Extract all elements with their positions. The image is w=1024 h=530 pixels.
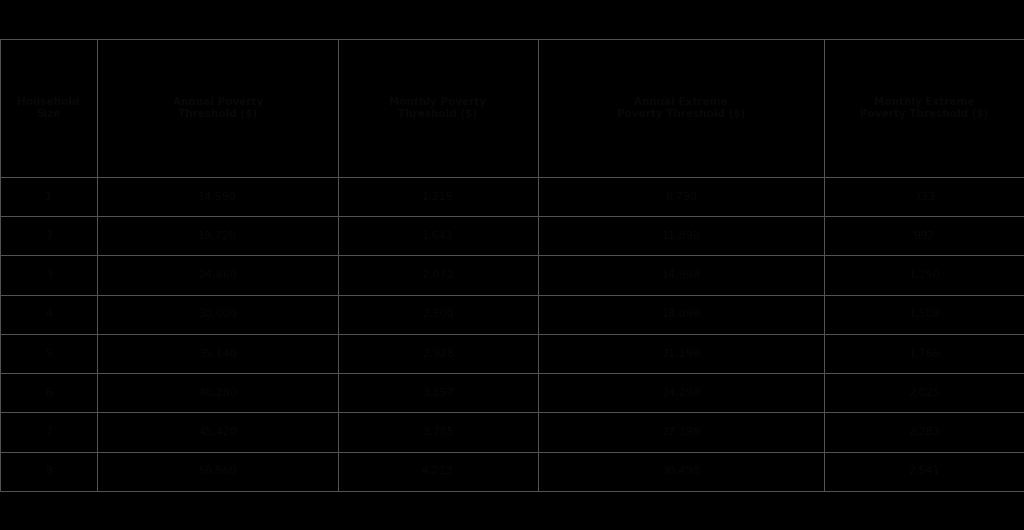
Bar: [97, 334, 338, 373]
Text: 50,560: 50,560: [199, 466, 237, 476]
Text: 24,298: 24,298: [662, 388, 700, 398]
Text: 35,140: 35,140: [199, 349, 237, 358]
Text: 14,998: 14,998: [662, 270, 700, 280]
Text: 18,098: 18,098: [662, 310, 700, 319]
Text: 1,215: 1,215: [422, 192, 454, 201]
Bar: [338, 255, 538, 295]
Bar: [824, 39, 1024, 177]
Bar: [824, 373, 1024, 412]
Bar: [0, 295, 97, 334]
Text: 45,420: 45,420: [199, 427, 237, 437]
Text: 19,720: 19,720: [199, 231, 237, 241]
Bar: [338, 334, 538, 373]
Text: 2,541: 2,541: [908, 466, 940, 476]
Bar: [538, 295, 824, 334]
Bar: [538, 373, 824, 412]
Text: 8: 8: [45, 466, 52, 476]
Text: 6: 6: [45, 388, 52, 398]
Text: 3: 3: [45, 270, 52, 280]
Text: 30,498: 30,498: [662, 466, 700, 476]
Bar: [97, 295, 338, 334]
Text: 4,213: 4,213: [422, 466, 454, 476]
Bar: [97, 452, 338, 491]
Text: 1,766: 1,766: [908, 349, 940, 358]
Bar: [0, 334, 97, 373]
Bar: [338, 39, 538, 177]
Bar: [824, 255, 1024, 295]
Text: 2,500: 2,500: [422, 310, 454, 319]
Text: Annual Extreme
Poverty Threshold ($): Annual Extreme Poverty Threshold ($): [616, 97, 745, 119]
Bar: [338, 452, 538, 491]
Bar: [0, 373, 97, 412]
Bar: [338, 373, 538, 412]
Text: 3,785: 3,785: [422, 427, 454, 437]
Bar: [538, 177, 824, 216]
Bar: [0, 39, 97, 177]
Text: Monthly Extreme
Poverty Threshold ($): Monthly Extreme Poverty Threshold ($): [860, 97, 988, 119]
Text: 7: 7: [45, 427, 52, 437]
Bar: [97, 177, 338, 216]
Text: Household
Size: Household Size: [17, 97, 80, 119]
Bar: [338, 295, 538, 334]
Bar: [824, 295, 1024, 334]
Text: 2,072: 2,072: [422, 270, 454, 280]
Text: 1,643: 1,643: [422, 231, 454, 241]
Bar: [0, 255, 97, 295]
Text: 2,025: 2,025: [908, 388, 940, 398]
Bar: [538, 255, 824, 295]
Text: 2: 2: [45, 231, 52, 241]
Bar: [538, 39, 824, 177]
Text: 733: 733: [913, 192, 935, 201]
Text: 1,250: 1,250: [908, 270, 940, 280]
Text: 24,860: 24,860: [199, 270, 237, 280]
Text: 14,580: 14,580: [199, 192, 237, 201]
Bar: [824, 216, 1024, 255]
Text: 2,283: 2,283: [908, 427, 940, 437]
Text: 21,198: 21,198: [662, 349, 700, 358]
Text: 11,898: 11,898: [662, 231, 700, 241]
Bar: [538, 412, 824, 452]
Bar: [0, 177, 97, 216]
Text: 992: 992: [913, 231, 935, 241]
Text: Annual Poverty
Threshold ($): Annual Poverty Threshold ($): [172, 97, 263, 119]
Bar: [97, 39, 338, 177]
Bar: [824, 452, 1024, 491]
Text: 1: 1: [45, 192, 52, 201]
Bar: [338, 177, 538, 216]
Text: 27,398: 27,398: [662, 427, 700, 437]
Text: 5: 5: [45, 349, 52, 358]
Bar: [824, 177, 1024, 216]
Bar: [0, 412, 97, 452]
Bar: [97, 255, 338, 295]
Text: Monthly Poverty
Threshold ($): Monthly Poverty Threshold ($): [389, 97, 486, 119]
Bar: [338, 216, 538, 255]
Text: 2,928: 2,928: [422, 349, 454, 358]
Bar: [824, 334, 1024, 373]
Text: 40,280: 40,280: [199, 388, 237, 398]
Bar: [97, 373, 338, 412]
Text: 3,357: 3,357: [422, 388, 454, 398]
Bar: [824, 412, 1024, 452]
Text: 4: 4: [45, 310, 52, 319]
Bar: [97, 412, 338, 452]
Text: 30,000: 30,000: [199, 310, 237, 319]
Bar: [538, 452, 824, 491]
Bar: [538, 334, 824, 373]
Bar: [538, 216, 824, 255]
Text: 1,508: 1,508: [908, 310, 940, 319]
Bar: [0, 216, 97, 255]
Text: 8,798: 8,798: [665, 192, 697, 201]
Bar: [0, 452, 97, 491]
Bar: [97, 216, 338, 255]
Bar: [338, 412, 538, 452]
